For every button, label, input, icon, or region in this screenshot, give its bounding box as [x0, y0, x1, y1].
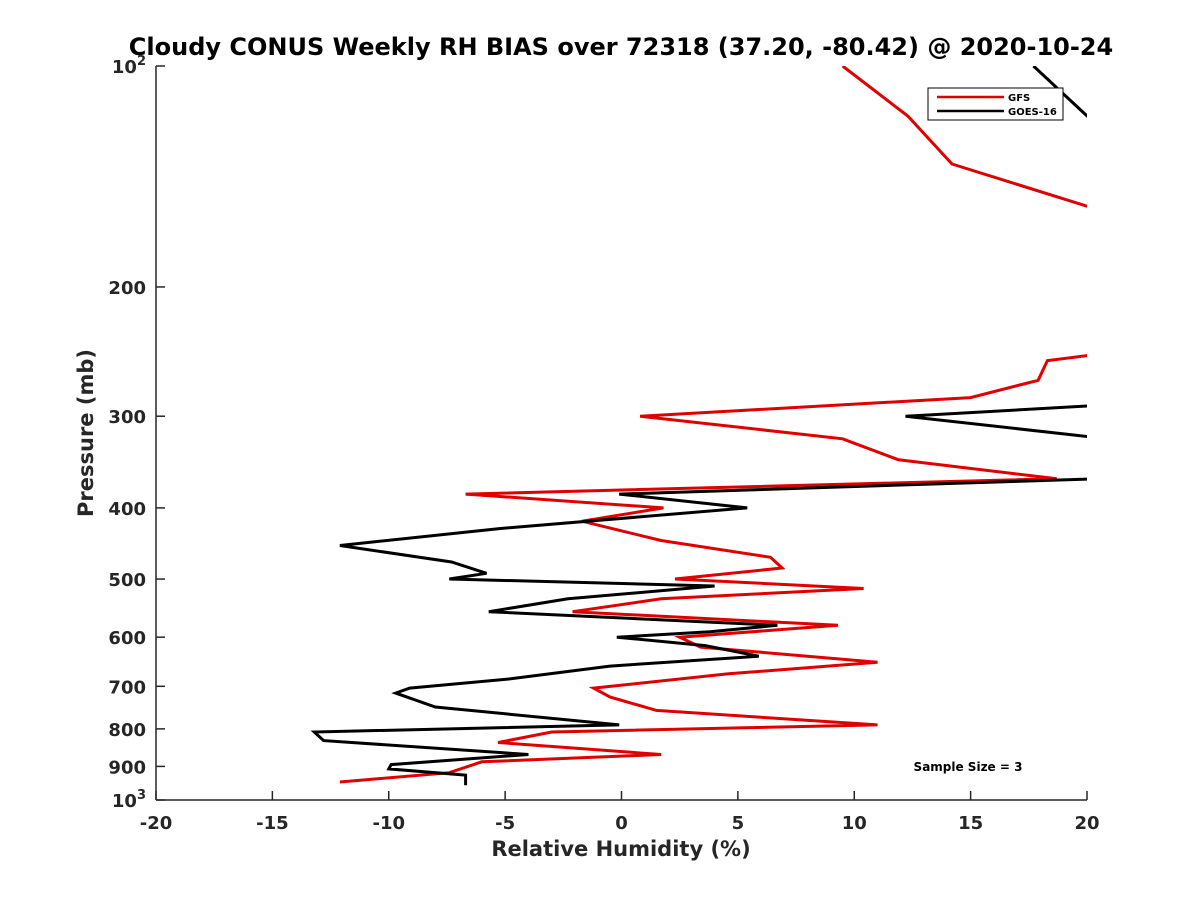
x-tick-label: -15 — [256, 813, 289, 834]
series-line-goes16-segment-1 — [1032, 66, 1087, 119]
x-tick-label: -20 — [140, 813, 173, 834]
y-tick-label: 600 — [108, 628, 146, 649]
series-line-goes16-segment-3 — [310, 477, 1087, 786]
x-tick-label: 5 — [732, 813, 745, 834]
x-tick-label: 20 — [1074, 813, 1099, 834]
legend-box — [927, 87, 1064, 121]
legend: GFS GOES-16 — [927, 87, 1064, 121]
y-tick-label: 500 — [108, 570, 146, 591]
legend-label-goes16: GOES-16 — [1008, 107, 1057, 118]
x-tick-label: 15 — [958, 813, 983, 834]
series-line-goes16-segment-2 — [905, 404, 1087, 439]
y-tick-label: 102 — [112, 54, 146, 78]
chart-title: Cloudy CONUS Weekly RH BIAS over 72318 (… — [129, 33, 1113, 61]
x-axis-label: Relative Humidity (%) — [491, 837, 750, 861]
x-tick-label: 10 — [842, 813, 867, 834]
legend-label-gfs: GFS — [1008, 93, 1030, 104]
x-ticks: -20 -15 -10 -5 0 5 10 15 20 — [140, 791, 1100, 834]
series-line-gfs-segment-1 — [841, 66, 1087, 208]
y-axis-label: Pressure (mb) — [74, 349, 98, 517]
y-tick-label: 900 — [108, 757, 146, 778]
y-tick-label: 103 — [112, 788, 146, 812]
series-line-gfs-segment-2 — [339, 354, 1087, 784]
y-tick-label: 200 — [108, 278, 146, 299]
x-tick-label: 0 — [615, 813, 628, 834]
y-ticks: 102 200 300 400 500 600 700 800 900 103 — [108, 54, 165, 812]
x-tick-label: -5 — [495, 813, 515, 834]
y-tick-label: 300 — [108, 407, 146, 428]
plot-series-area — [310, 66, 1087, 786]
sample-size-annotation: Sample Size = 3 — [914, 760, 1023, 774]
y-tick-label: 700 — [108, 677, 146, 698]
y-tick-label: 800 — [108, 720, 146, 741]
x-tick-label: -10 — [372, 813, 405, 834]
y-tick-label: 400 — [108, 499, 146, 520]
